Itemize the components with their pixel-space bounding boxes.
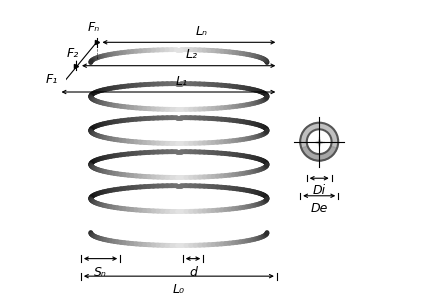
Text: Lₙ: Lₙ: [196, 25, 208, 38]
Text: Fₙ: Fₙ: [88, 20, 100, 34]
Circle shape: [300, 123, 338, 161]
Text: d: d: [189, 266, 197, 279]
Text: F₁: F₁: [45, 73, 57, 86]
Text: Di: Di: [313, 184, 326, 197]
Circle shape: [307, 129, 332, 154]
Text: L₀: L₀: [173, 284, 185, 296]
Text: F₂: F₂: [67, 47, 79, 60]
Text: De: De: [311, 202, 328, 214]
Text: Sₙ: Sₙ: [94, 266, 107, 279]
Wedge shape: [301, 146, 337, 161]
Text: L₂: L₂: [186, 48, 198, 61]
Text: L₁: L₁: [176, 75, 187, 88]
